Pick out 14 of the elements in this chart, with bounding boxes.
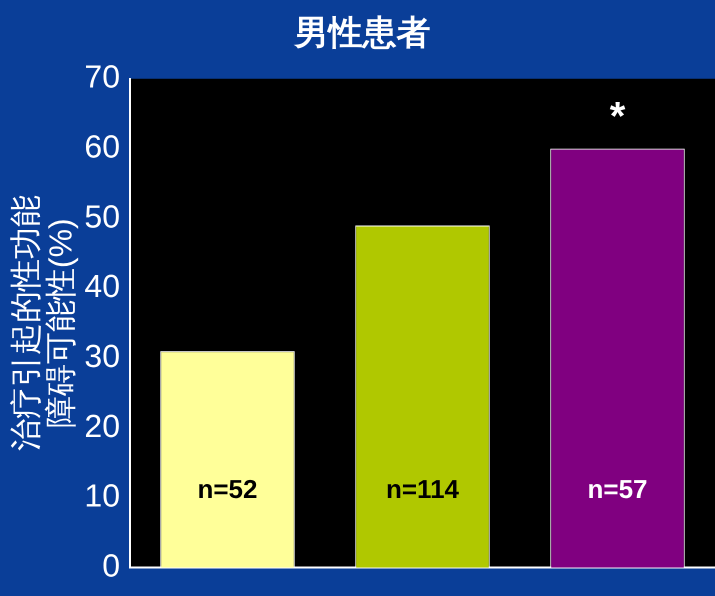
annotation: n=57 bbox=[588, 474, 648, 504]
annotation: * bbox=[610, 94, 626, 139]
y-tick-label: 30 bbox=[84, 338, 120, 374]
y-tick-label: 10 bbox=[84, 478, 120, 514]
annotation: n=52 bbox=[197, 474, 258, 504]
y-tick-label: 70 bbox=[84, 58, 120, 95]
chart-title: 男性患者 bbox=[294, 14, 430, 52]
y-tick-label: 20 bbox=[84, 408, 120, 444]
y-tick-label: 40 bbox=[84, 268, 120, 304]
annotation: n=114 bbox=[386, 474, 460, 504]
y-tick-label: 50 bbox=[84, 198, 120, 234]
y-tick-label: 60 bbox=[84, 128, 120, 164]
y-axis-title: 治疗引起的性功能障碍可能性(%) bbox=[7, 195, 79, 452]
y-tick-label: 0 bbox=[102, 547, 120, 584]
